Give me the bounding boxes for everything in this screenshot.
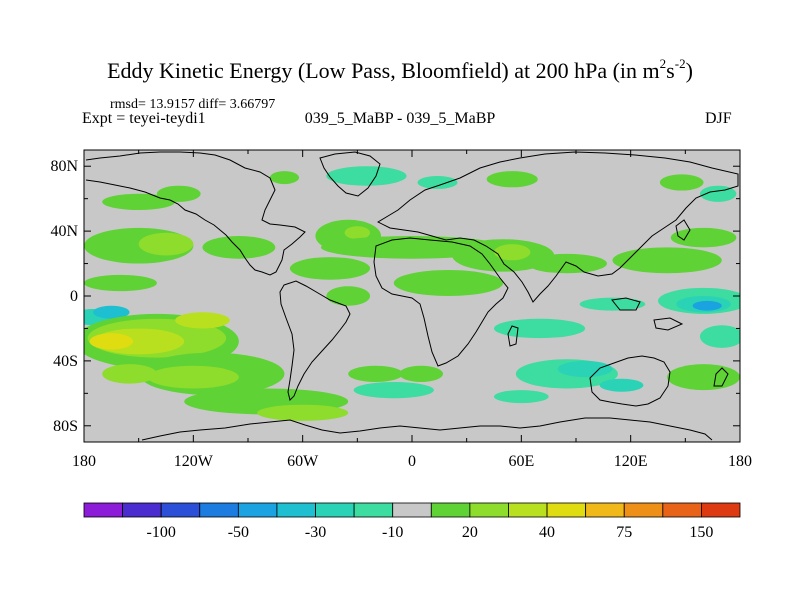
field-region xyxy=(579,297,646,311)
lat-tick-label: 40N xyxy=(50,223,78,240)
field-region xyxy=(399,365,443,382)
colorbar-label: -100 xyxy=(147,524,176,541)
field-region xyxy=(269,171,300,185)
field-region xyxy=(486,171,538,188)
coast-madagascar xyxy=(507,325,519,347)
lat-tick-label: 80N xyxy=(50,158,78,175)
field-region xyxy=(353,381,434,399)
colorbar-label: 75 xyxy=(616,524,632,541)
colorbar-swatch xyxy=(160,502,201,518)
field-region xyxy=(526,253,607,274)
field-region xyxy=(659,174,704,191)
colorbar-swatch xyxy=(469,502,509,518)
coast-greenland xyxy=(319,151,381,197)
colorbar-label: -30 xyxy=(305,524,326,541)
colorbar-swatch xyxy=(430,502,471,518)
field-region xyxy=(147,365,239,389)
colorbar-swatch xyxy=(315,502,355,518)
coast-south-america xyxy=(279,280,351,401)
field-region xyxy=(692,300,722,311)
eke-contour-field xyxy=(84,166,740,421)
lon-tick-label: 0 xyxy=(408,453,416,470)
field-region xyxy=(89,333,134,350)
colorbar-swatch xyxy=(199,502,239,518)
coast-north-america xyxy=(85,151,306,276)
field-region xyxy=(202,235,276,259)
coast-new-zealand xyxy=(713,367,729,387)
colorbar-swatch xyxy=(83,502,123,518)
field-region xyxy=(599,378,644,392)
field-region xyxy=(84,274,157,292)
season-label: DJF xyxy=(705,110,732,127)
colorbar-label: -10 xyxy=(382,524,403,541)
lon-tick-label: 120E xyxy=(614,453,648,470)
field-region xyxy=(699,325,740,348)
colorbar-swatch xyxy=(392,502,432,518)
colorbar-swatch xyxy=(122,502,162,518)
lat-tick-label: 40S xyxy=(53,353,78,370)
plot-title: Eddy Kinetic Energy (Low Pass, Bloomfiel… xyxy=(107,55,693,83)
coast-antarctica xyxy=(141,417,713,441)
field-region xyxy=(670,227,737,248)
field-region xyxy=(326,166,407,186)
field-region xyxy=(393,270,504,296)
field-region xyxy=(102,364,157,384)
lon-tick-label: 120W xyxy=(174,453,214,470)
coast-new-guinea xyxy=(653,317,684,331)
field-region xyxy=(156,185,201,202)
colorbar-label: -50 xyxy=(228,524,249,541)
coast-maritime-continent xyxy=(611,297,641,311)
longitude-axis: 180 120W 60W 0 60E 120E 180 xyxy=(72,150,752,470)
coast-japan xyxy=(675,219,691,241)
colorbar-swatch xyxy=(701,502,741,518)
experiment-label: Expt = teyei-teydi1 xyxy=(82,110,206,127)
field-region xyxy=(493,390,549,404)
field-region xyxy=(102,193,176,211)
coast-australia xyxy=(589,355,671,407)
field-region xyxy=(494,244,531,261)
field-region xyxy=(667,364,740,391)
field-region xyxy=(612,247,722,274)
latitude-axis: 80N 40N 0 40S 80S xyxy=(50,158,740,435)
lat-tick-label: 0 xyxy=(70,288,78,305)
colorbar-swatch xyxy=(353,502,394,518)
colorbar-label: 40 xyxy=(539,524,555,541)
field-region xyxy=(494,318,586,339)
lon-tick-label: 60E xyxy=(508,453,534,470)
colorbar-swatch xyxy=(585,502,625,518)
field-region xyxy=(138,232,194,256)
field-region xyxy=(289,257,371,280)
colorbar-swatch xyxy=(237,502,278,518)
colorbar-label: 20 xyxy=(462,524,478,541)
field-region xyxy=(417,175,458,189)
lat-tick-label: 80S xyxy=(53,418,78,435)
field-region xyxy=(326,286,371,306)
colorbar-swatch xyxy=(508,502,548,518)
colorbar-label: 150 xyxy=(689,524,713,541)
lon-tick-label: 180 xyxy=(728,453,752,470)
field-region xyxy=(175,312,230,329)
colorbar-swatch xyxy=(662,502,702,518)
lon-tick-label: 60W xyxy=(287,453,319,470)
field-region xyxy=(93,305,130,319)
rmsd-diff-stats: rmsd= 13.9157 diff= 3.66797 xyxy=(110,97,276,112)
field-region xyxy=(348,365,403,382)
colorbar-swatch xyxy=(546,502,587,518)
coast-africa xyxy=(373,237,509,367)
field-region xyxy=(344,226,371,240)
field-region xyxy=(557,360,613,378)
lon-tick-label: 180 xyxy=(72,453,96,470)
field-region xyxy=(257,404,349,421)
coast-europe-asia xyxy=(376,151,739,303)
experiment-name: 039_5_MaBP - 039_5_MaBP xyxy=(304,110,496,127)
colorbar: -100 -50 -30 -10 20 40 75 150 xyxy=(83,502,741,541)
colorbar-swatch xyxy=(276,502,316,518)
colorbar-swatch xyxy=(623,502,664,518)
coastlines xyxy=(85,151,739,441)
